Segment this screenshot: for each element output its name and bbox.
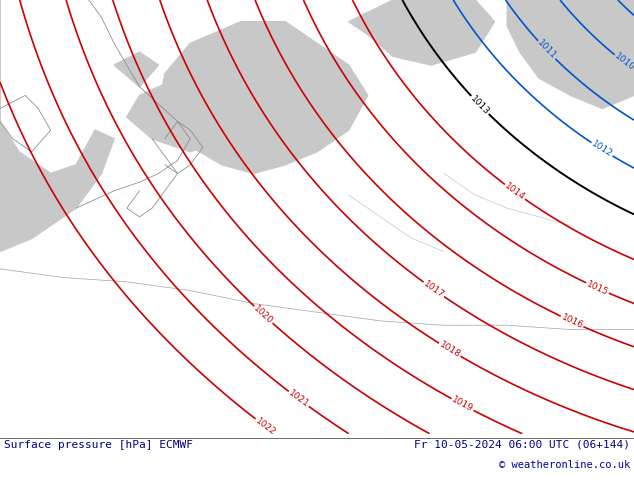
- Text: 1021: 1021: [287, 389, 311, 410]
- Polygon shape: [114, 52, 158, 87]
- Text: 1013: 1013: [469, 94, 491, 117]
- Text: 1014: 1014: [503, 181, 527, 202]
- Text: 1017: 1017: [422, 279, 446, 300]
- Text: Surface pressure [hPa] ECMWF: Surface pressure [hPa] ECMWF: [4, 440, 193, 450]
- Text: 1012: 1012: [590, 140, 614, 159]
- Text: 1015: 1015: [585, 279, 610, 297]
- Text: 1020: 1020: [252, 304, 275, 326]
- Text: © weatheronline.co.uk: © weatheronline.co.uk: [499, 460, 630, 470]
- Polygon shape: [349, 0, 495, 65]
- Polygon shape: [507, 0, 634, 108]
- Text: 1010: 1010: [612, 52, 634, 73]
- Text: 1016: 1016: [560, 313, 585, 330]
- Text: 1011: 1011: [535, 39, 558, 61]
- Text: 1022: 1022: [254, 416, 277, 437]
- Polygon shape: [127, 78, 241, 152]
- Polygon shape: [158, 22, 368, 173]
- Polygon shape: [0, 0, 114, 251]
- Text: 1018: 1018: [437, 340, 462, 360]
- Text: 1019: 1019: [450, 395, 475, 414]
- Text: Fr 10-05-2024 06:00 UTC (06+144): Fr 10-05-2024 06:00 UTC (06+144): [414, 440, 630, 450]
